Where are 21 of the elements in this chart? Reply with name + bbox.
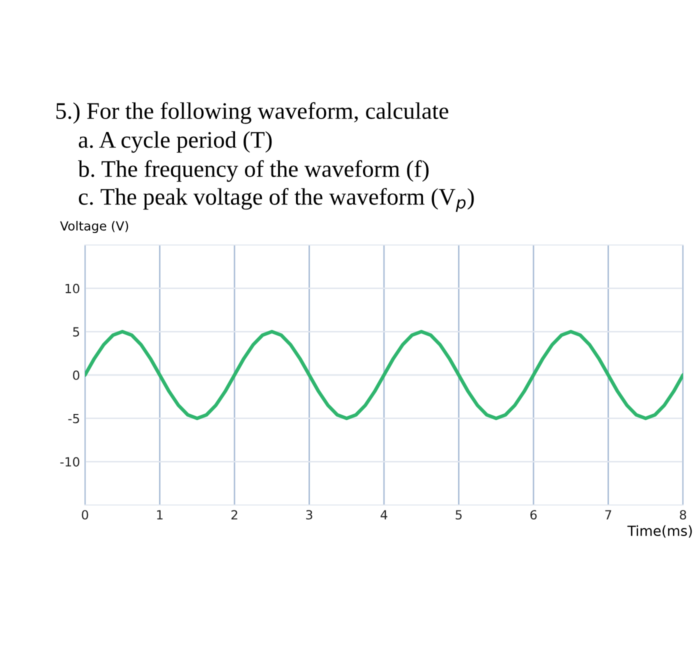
x-tick-label: 1 — [157, 510, 163, 520]
x-tick-label: 7 — [605, 510, 612, 520]
x-tick-label: 3 — [306, 510, 312, 520]
y-tick-label: -10 — [60, 457, 80, 467]
x-tick-label: 8 — [680, 510, 686, 520]
x-tick-label: 2 — [231, 510, 238, 520]
line-series — [85, 330, 683, 420]
x-tick-label: 0 — [82, 510, 88, 520]
y-tick-label: 5 — [73, 327, 80, 337]
x-axis-title: Time(ms) — [627, 525, 692, 538]
y-axis-title: Voltage (V) — [60, 220, 128, 234]
y-tick-label: -5 — [68, 414, 80, 424]
text: a. A cycle period (T) — [78, 131, 272, 153]
x-tick-label: 6 — [530, 510, 537, 520]
x-tick-label: 4 — [380, 510, 388, 520]
chart-title: 5.) For the following waveform, calculate — [56, 102, 448, 124]
y-tick-label: 10 — [66, 284, 80, 294]
y-tick-label: 0 — [73, 370, 80, 380]
x-tick-label: 5 — [456, 510, 462, 520]
text: c. The peak voltage of the waveform (V$_{p}$) — [78, 188, 474, 212]
text: b. The frequency of the waveform (f) — [78, 160, 429, 182]
